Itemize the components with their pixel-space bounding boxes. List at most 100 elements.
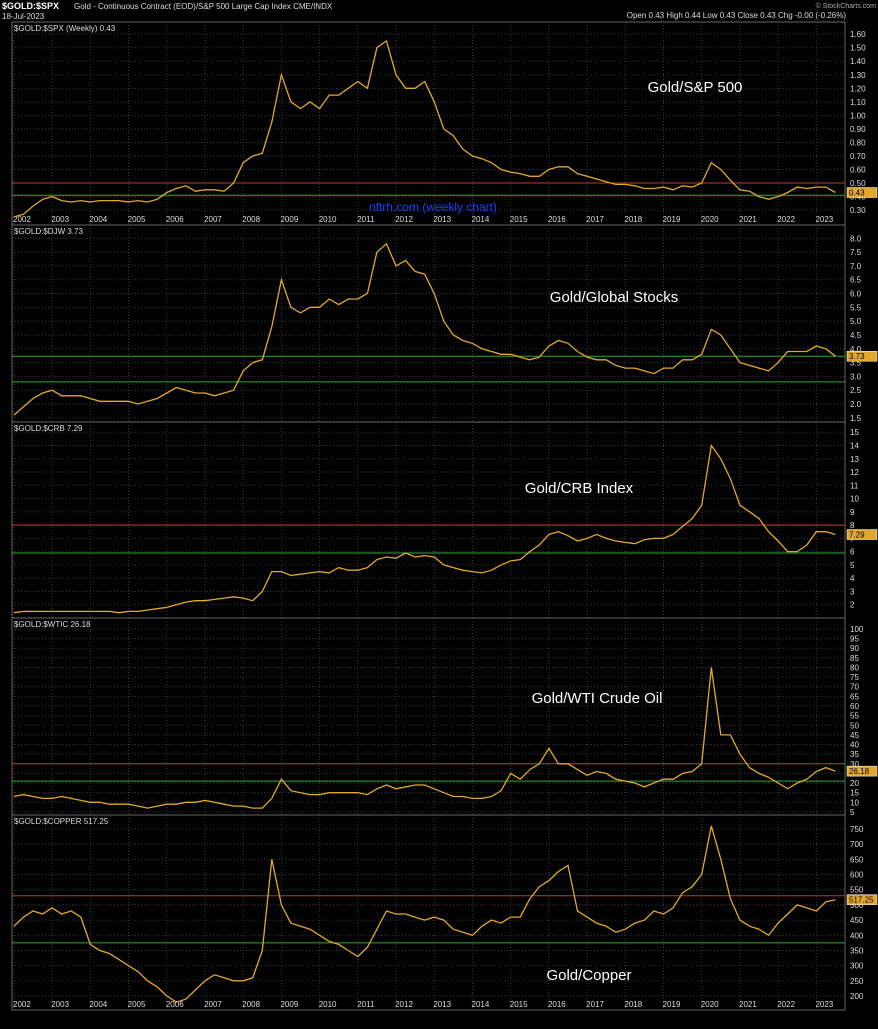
date: 18-Jul-2023: [2, 12, 45, 21]
annotation: Gold/Copper: [546, 967, 631, 984]
last-value-badge: [846, 350, 878, 362]
y-tick-label: 200: [850, 992, 864, 1001]
y-tick-label: 8: [850, 521, 855, 530]
y-tick-label: 35: [850, 750, 859, 759]
y-tick-label: 6: [850, 548, 855, 557]
y-tick-label: 100: [850, 625, 864, 634]
y-tick-label: 0.80: [850, 138, 866, 147]
y-tick-label: 30: [850, 760, 859, 769]
y-tick-label: 700: [850, 840, 864, 849]
last-value-label: 3.73: [849, 352, 865, 361]
x-tick-label: 2005: [128, 215, 146, 224]
x-tick-label: 2003: [51, 215, 69, 224]
x-tick-label: 2011: [357, 215, 375, 224]
panel-frame: [11, 814, 846, 1011]
y-tick-label: 55: [850, 712, 859, 721]
y-tick-label: 4: [850, 574, 855, 583]
y-tick-label: 12: [850, 468, 859, 477]
x-tick-label: 2015: [510, 1000, 528, 1009]
y-tick-label: 4.5: [850, 331, 862, 340]
y-tick-label: 85: [850, 654, 859, 663]
y-tick-label: 75: [850, 673, 859, 682]
panel-label: $GOLD:$SPX (Weekly) 0.43: [14, 24, 116, 33]
y-tick-label: 15: [850, 789, 859, 798]
annotation: Gold/S&P 500: [648, 79, 743, 96]
y-tick-label: 65: [850, 692, 859, 701]
y-tick-label: 500: [850, 901, 864, 910]
x-tick-label: 2010: [319, 1000, 337, 1009]
y-tick-label: 20: [850, 779, 859, 788]
x-tick-label: 2006: [166, 1000, 184, 1009]
y-tick-label: 1.5: [850, 414, 862, 423]
y-tick-label: 1.20: [850, 84, 866, 93]
y-tick-label: 400: [850, 931, 864, 940]
y-tick-label: 1.10: [850, 98, 866, 107]
x-tick-label: 2019: [663, 1000, 681, 1009]
y-tick-label: 1.30: [850, 71, 866, 80]
y-tick-label: 650: [850, 855, 864, 864]
y-tick-label: 3.5: [850, 359, 862, 368]
x-tick-label: 2017: [586, 215, 604, 224]
symbol: $GOLD:$SPX: [2, 1, 59, 11]
y-tick-label: 0.90: [850, 125, 866, 134]
y-tick-label: 3: [850, 587, 855, 596]
x-tick-label: 2023: [815, 215, 833, 224]
x-tick-label: 2002: [13, 215, 31, 224]
y-tick-label: 1.40: [850, 57, 866, 66]
panel-label: $GOLD:$COPPER 517.25: [14, 817, 109, 826]
x-tick-label: 2023: [815, 1000, 833, 1009]
x-tick-label: 2022: [777, 1000, 795, 1009]
y-tick-label: 10: [850, 495, 859, 504]
x-tick-label: 2005: [128, 1000, 146, 1009]
price-line: [13, 39, 836, 218]
y-tick-label: 0.30: [850, 206, 866, 215]
y-tick-label: 6.0: [850, 290, 862, 299]
x-tick-label: 2004: [89, 215, 107, 224]
price-line: [13, 242, 836, 416]
x-tick-label: 2010: [319, 215, 337, 224]
y-tick-label: 250: [850, 977, 864, 986]
x-tick-label: 2017: [586, 1000, 604, 1009]
price-line: [13, 443, 836, 614]
credit: © StockCharts.com: [816, 2, 877, 10]
y-tick-label: 40: [850, 741, 859, 750]
y-tick-label: 9: [850, 508, 855, 517]
y-tick-label: 8.0: [850, 234, 862, 243]
y-tick-label: 5.5: [850, 303, 862, 312]
y-tick-label: 50: [850, 721, 859, 730]
x-tick-label: 2009: [280, 215, 298, 224]
y-tick-label: 2.0: [850, 400, 862, 409]
last-value-badge: [846, 187, 878, 198]
y-tick-label: 450: [850, 916, 864, 925]
y-tick-label: 80: [850, 663, 859, 672]
y-tick-label: 45: [850, 731, 859, 740]
y-tick-label: 95: [850, 635, 859, 644]
y-tick-label: 90: [850, 644, 859, 653]
x-tick-label: 2015: [510, 215, 528, 224]
y-tick-label: 60: [850, 702, 859, 711]
x-tick-label: 2008: [242, 1000, 260, 1009]
annotation: Gold/Global Stocks: [550, 289, 678, 306]
last-value-badge: [846, 529, 878, 540]
y-tick-label: 0.70: [850, 152, 866, 161]
x-tick-label: 2007: [204, 1000, 222, 1009]
x-tick-label: 2014: [472, 215, 490, 224]
y-tick-label: 6.5: [850, 276, 862, 285]
x-tick-label: 2002: [13, 1000, 31, 1009]
x-tick-label: 2020: [701, 215, 719, 224]
x-tick-label: 2013: [433, 215, 451, 224]
last-value-label: 0.43: [849, 189, 865, 198]
x-tick-label: 2020: [701, 1000, 719, 1009]
y-tick-label: 3.0: [850, 372, 862, 381]
x-tick-label: 2012: [395, 215, 413, 224]
panel-label: $GOLD:$CRB 7.29: [14, 424, 83, 433]
y-tick-label: 10: [850, 798, 859, 807]
last-value-badge: [846, 765, 878, 777]
annotation: nftrh.com (weekly chart): [369, 200, 497, 214]
y-tick-label: 70: [850, 683, 859, 692]
y-tick-label: 1.60: [850, 30, 866, 39]
x-tick-label: 2018: [624, 1000, 642, 1009]
y-tick-label: 750: [850, 825, 864, 834]
